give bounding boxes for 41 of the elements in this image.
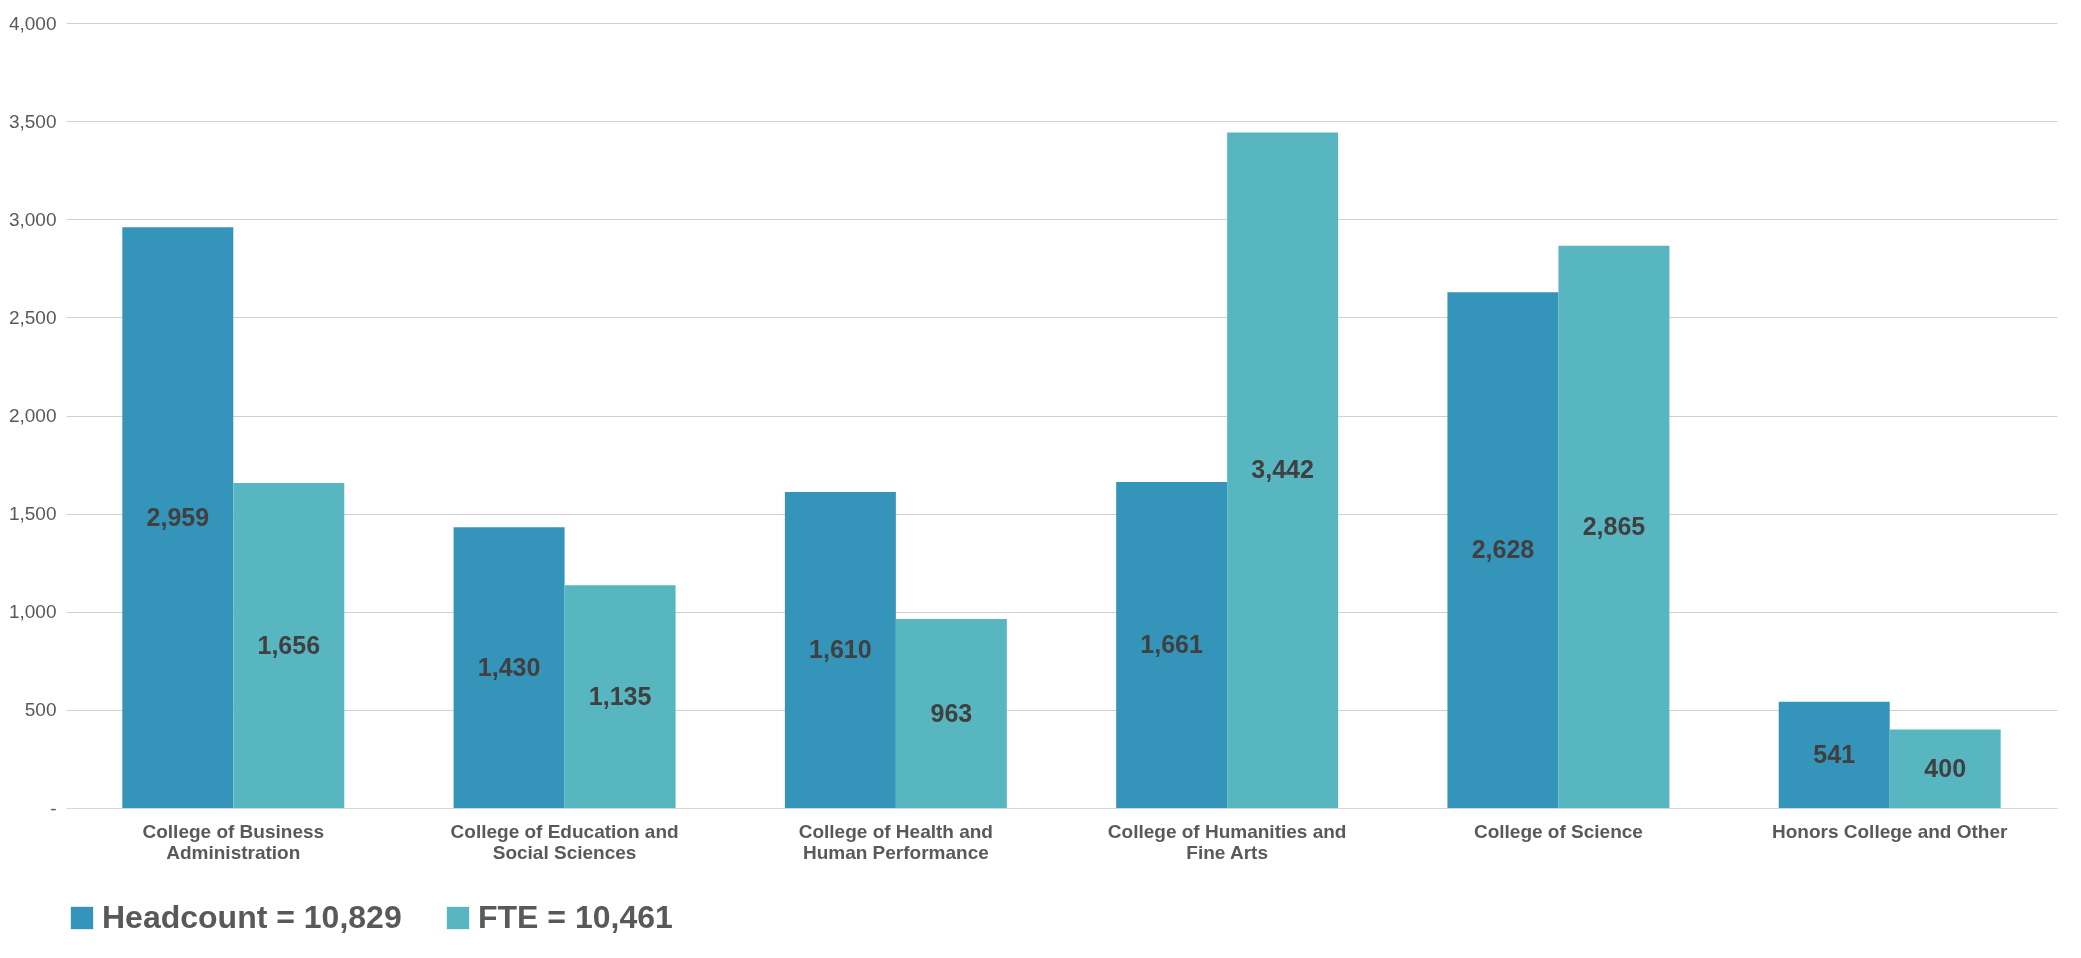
bar: [453, 527, 565, 808]
bar: [1889, 729, 2001, 808]
y-tick-label: 1,000: [8, 601, 57, 623]
data-label: 2,865: [1582, 511, 1646, 540]
y-tick-label: -: [50, 797, 57, 819]
bar: [1778, 701, 1890, 808]
bar: [784, 492, 896, 808]
data-label: 1,656: [257, 630, 321, 659]
bar: [1558, 245, 1670, 808]
x-tick-label: Honors College and Other: [1771, 820, 2009, 842]
y-tick-label: 1,500: [8, 503, 57, 525]
bar: [233, 483, 345, 808]
legend-label: FTE = 10,461: [478, 899, 673, 935]
y-tick-label: 2,500: [8, 306, 57, 328]
data-label: 1,135: [588, 681, 652, 710]
data-label: 400: [1924, 753, 1967, 782]
bar: [1447, 292, 1559, 808]
x-tick-label: College of Health and Human Performance: [798, 820, 993, 863]
y-tick-label: 4,000: [8, 12, 57, 34]
data-label: 963: [930, 698, 973, 727]
x-tick-label: College of Business Administration: [142, 820, 325, 863]
data-label: 2,628: [1471, 535, 1535, 564]
y-tick-label: 2,000: [8, 405, 57, 426]
data-label: 1,661: [1140, 630, 1204, 659]
data-label: 2,959: [146, 502, 210, 531]
data-label: 1,610: [809, 635, 872, 664]
x-tick-label: College of Education and Social Sciences: [450, 820, 679, 863]
y-tick-label: 3,500: [8, 110, 57, 132]
bar: [895, 619, 1007, 808]
data-label: 1,430: [477, 652, 541, 681]
x-tick-label: College of Humanities and Fine Arts: [1107, 820, 1347, 863]
legend-label: Headcount = 10,829: [102, 899, 402, 935]
y-tick-label: 3,000: [8, 208, 57, 230]
y-tick-label: 500: [24, 699, 57, 721]
data-label: 3,442: [1251, 455, 1314, 484]
x-tick-label: College of Science: [1473, 820, 1643, 842]
bar: [1116, 482, 1228, 808]
data-label: 541: [1813, 739, 1856, 768]
bar: [564, 585, 676, 808]
bar: [1227, 132, 1339, 808]
bar: [122, 227, 234, 808]
